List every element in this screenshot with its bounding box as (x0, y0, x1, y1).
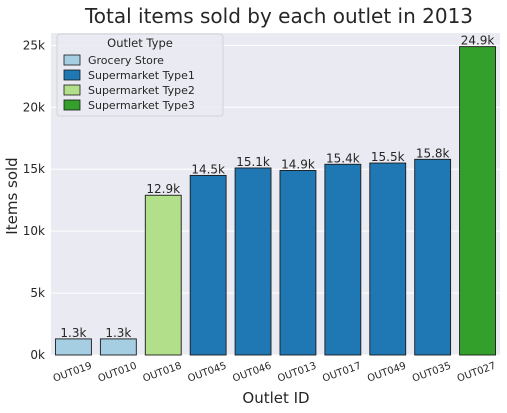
x-tick-label: OUT019 (52, 361, 94, 385)
x-tick-label: OUT013 (276, 361, 318, 385)
data-labels: 1.3k 1.3k 12.9k 14.5k 15.1k 14.9k 15.4k 15.5k 15… (60, 34, 494, 340)
legend-swatch (63, 84, 81, 96)
bar-out049 (369, 162, 407, 356)
data-label: 1.3k (60, 326, 86, 340)
y-tick-label: 20k (23, 100, 45, 114)
legend-swatch (63, 54, 81, 66)
y-tick-label: 15k (23, 162, 45, 176)
y-axis-ticks: 0k 5k 10k 15k 20k 25k (23, 38, 45, 362)
y-tick-label: 0k (30, 348, 45, 362)
legend-item-label: Supermarket Type3 (88, 99, 195, 112)
data-label: 24.9k (461, 34, 495, 48)
legend-item-label: Grocery Store (88, 54, 164, 67)
legend-item-label: Supermarket Type1 (88, 69, 195, 82)
y-tick-label: 5k (30, 286, 45, 300)
data-label: 15.5k (371, 150, 405, 164)
legend-swatch (63, 69, 81, 81)
chart-title: Total items sold by each outlet in 2013 (84, 4, 473, 28)
bar-out019 (55, 338, 92, 356)
x-tick-label: OUT046 (231, 361, 273, 385)
legend-box (56, 33, 224, 117)
bar-out035 (414, 158, 452, 356)
x-tick-label: OUT049 (366, 361, 408, 385)
bar-out010 (99, 338, 137, 356)
bar-out017 (324, 163, 362, 356)
x-axis-ticks: OUT019 OUT010 OUT018 OUT045 OUT046 OUT013 OUT0… (52, 361, 498, 385)
data-label: 15.8k (416, 146, 450, 160)
legend-swatch (63, 99, 81, 111)
legend-item-label: Supermarket Type2 (88, 84, 195, 97)
x-tick-label: OUT035 (411, 361, 453, 385)
x-tick-label: OUT017 (321, 361, 363, 385)
legend-title: Outlet Type (107, 36, 173, 50)
bar-out018 (144, 194, 182, 356)
y-axis-title: Items sold (3, 157, 21, 234)
data-label: 14.9k (281, 157, 315, 171)
data-label: 12.9k (146, 182, 180, 196)
y-tick-label: 10k (23, 224, 45, 238)
bar-out013 (279, 170, 317, 356)
x-tick-label: OUT027 (456, 361, 498, 385)
data-label: 1.3k (105, 326, 131, 340)
x-tick-label: OUT018 (142, 361, 184, 385)
legend: Outlet Type Grocery Store Supermarket Typ… (56, 33, 224, 117)
data-label: 15.4k (326, 151, 360, 165)
bar-out027 (459, 46, 496, 356)
y-tick-label: 25k (23, 38, 45, 52)
bars (55, 46, 496, 356)
bar-out045 (189, 174, 227, 356)
data-label: 14.5k (191, 162, 225, 176)
x-tick-label: OUT045 (186, 361, 228, 385)
data-label: 15.1k (236, 155, 270, 169)
x-axis-title: Outlet ID (242, 389, 309, 407)
x-tick-label: OUT010 (97, 361, 139, 385)
bar-out046 (234, 167, 272, 356)
